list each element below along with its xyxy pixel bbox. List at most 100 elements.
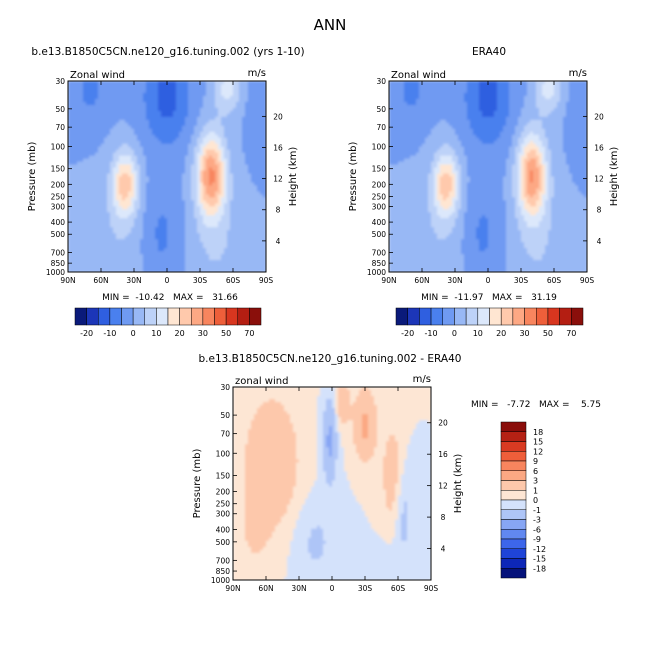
colorbar-swatch [489,307,502,326]
colorbar-swatch [465,307,479,326]
colorbar-swatch [179,307,192,326]
colorbar-swatch [500,307,514,326]
colorbar-label: -10 [425,329,438,338]
colorbar-label: -1 [533,506,541,515]
y-tick-label: 400 [51,218,66,227]
height-tick-label: 4 [597,237,602,246]
figure-title: ANN [314,16,347,34]
x-tick-label: 30S [193,276,208,285]
height-axis-title: Height (km) [609,147,620,207]
x-tick-label: 90S [424,584,439,593]
height-tick-label: 12 [438,482,448,491]
x-tick-label: 90S [580,276,595,285]
x-tick-label: 90N [381,276,396,285]
height-tick-label: 16 [273,143,283,152]
colorbar-label: -12 [533,545,546,554]
panel-title: b.e13.B1850C5CN.ne120_g16.tuning.002 - E… [199,353,462,365]
colorbar-swatch [454,307,467,326]
colorbar-swatch [109,307,122,326]
colorbar-swatch [524,307,537,326]
colorbar-swatch [74,307,87,326]
y-tick-label: 70 [55,123,65,132]
y-tick-label: 300 [372,202,387,211]
colorbar-label: -3 [533,516,541,525]
colorbar-label: 15 [533,438,543,447]
units-label: m/s [413,374,431,385]
height-tick-label: 12 [273,175,283,184]
x-tick-label: 60N [93,276,108,285]
y-tick-label: 250 [372,192,387,201]
panel-3: b.e13.B1850C5CN.ne120_g16.tuning.002 - E… [192,353,601,593]
colorbar-label: 1 [533,486,538,495]
y-axis-title: Pressure (mb) [192,449,203,519]
y-tick-label: 850 [372,259,387,268]
y-axis-title: Pressure (mb) [348,142,359,212]
y-tick-label: 500 [51,230,66,239]
height-tick-label: 12 [594,175,604,184]
colorbar-swatch [500,460,527,471]
colorbar-swatch [249,307,262,326]
x-tick-label: 90N [60,276,75,285]
colorbar-swatch [500,441,527,452]
colorbar-swatch [407,307,420,326]
contour-field [68,81,266,272]
colorbar-swatch [237,307,250,326]
height-axis-title: Height (km) [453,454,464,514]
y-tick-label: 400 [372,218,387,227]
y-tick-label: 200 [51,180,66,189]
x-tick-label: 0 [165,276,170,285]
colorbar-swatch [500,499,527,510]
colorbar-swatch [191,307,204,326]
colorbar-swatch [500,470,527,481]
colorbar-swatch [500,480,527,491]
colorbar-swatch [430,307,443,326]
colorbar-label: 10 [151,329,161,338]
panel-title: b.e13.B1850C5CN.ne120_g16.tuning.002 (yr… [31,46,304,58]
y-tick-label: 700 [51,249,66,258]
colorbar-label: -20 [401,329,414,338]
x-tick-label: 30N [291,584,306,593]
colorbar-swatch [477,307,490,326]
y-tick-label: 850 [216,567,231,576]
y-tick-label: 50 [55,105,65,114]
y-tick-label: 150 [372,165,387,174]
colorbar-swatch [500,538,527,549]
colorbar-label: 18 [533,428,543,437]
colorbar-label: 50 [221,329,231,338]
colorbar-label: 0 [533,496,538,505]
colorbar-swatch [225,307,238,326]
y-tick-label: 50 [376,105,386,114]
y-tick-label: 250 [216,500,231,509]
colorbar-label: -6 [533,525,541,534]
height-tick-label: 20 [594,112,604,121]
y-tick-label: 1000 [367,268,386,277]
panel-2: ERA40 Zonal wind m/s 90N 60N 30N 0 30S 60S 90S 30 5… [348,46,620,338]
colorbar-swatch [500,519,527,530]
y-tick-label: 200 [216,487,231,496]
y-tick-label: 250 [51,192,66,201]
colorbar-label: -15 [533,555,546,564]
colorbar-swatch [202,307,215,326]
colorbar-label: 70 [244,329,254,338]
min-max-label: MIN = -10.42 MAX = 31.66 [102,293,238,303]
height-tick-label: 8 [597,206,602,215]
colorbar-swatch [500,548,527,559]
y-tick-label: 30 [376,77,386,86]
height-tick-label: 8 [276,206,281,215]
min-max-label: MIN = -11.97 MAX = 31.19 [421,293,557,303]
colorbar-swatch [500,421,527,432]
y-tick-label: 100 [216,449,231,458]
y-tick-label: 100 [372,143,387,152]
colorbar-swatch [500,558,527,569]
colorbar-swatch [156,307,169,326]
x-tick-label: 30S [358,584,373,593]
x-tick-label: 90S [259,276,274,285]
x-tick-label: 30S [514,276,529,285]
colorbar-swatch [132,307,145,326]
colorbar-swatch [536,307,549,326]
colorbar-label: 20 [496,329,506,338]
height-tick-label: 16 [594,143,604,152]
colorbar-label: 0 [131,329,136,338]
colorbar-swatch [571,307,584,326]
colorbar-swatch [98,307,111,326]
